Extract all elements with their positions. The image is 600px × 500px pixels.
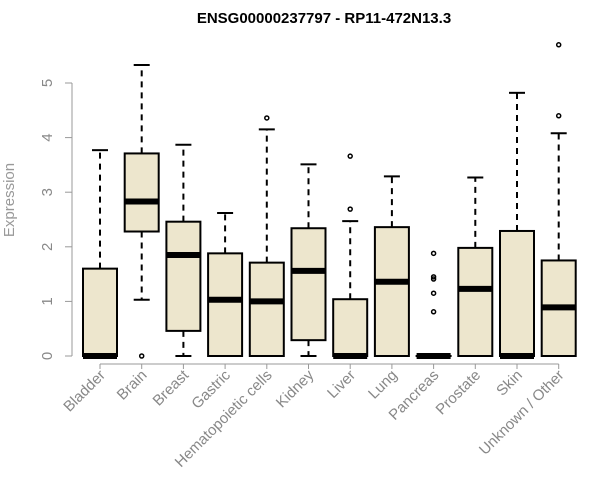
outlier-point (430, 309, 437, 315)
box-pancreas (415, 250, 452, 359)
boxes-layer (82, 42, 577, 359)
iqr-box (207, 252, 244, 358)
iqr-box (290, 227, 327, 342)
box-skin (499, 91, 535, 359)
iqr-box (457, 246, 494, 357)
y-tick-label: 1 (39, 297, 56, 305)
x-tick-label: Bladder (60, 367, 109, 416)
y-tick-label: 5 (39, 79, 56, 87)
y-axis-label: Expression (1, 163, 18, 237)
outlier-point (347, 153, 353, 159)
outlier-point (138, 353, 145, 359)
box-gastric (207, 211, 244, 358)
box-kidney (290, 163, 327, 357)
outlier-point (347, 206, 353, 212)
y-tick-label: 2 (39, 243, 56, 251)
box-brain (123, 63, 160, 359)
chart-title: ENSG00000237797 - RP11-472N13.3 (197, 10, 451, 27)
outlier-point (264, 115, 270, 121)
y-axis: 0 1 2 3 4 5 (39, 79, 73, 360)
iqr-box (332, 298, 369, 358)
outlier-point (430, 274, 437, 280)
iqr-box (499, 229, 535, 357)
outlier-point (555, 42, 562, 48)
outlier-point (555, 113, 562, 119)
x-tick-label: Brain (114, 367, 151, 404)
x-tick-label: Breast (150, 366, 193, 409)
y-tick-label: 4 (39, 133, 56, 141)
iqr-box (248, 261, 285, 357)
iqr-box (82, 267, 118, 358)
y-tick-label: 0 (39, 352, 56, 360)
box-hematopoietic-cells (248, 115, 285, 357)
box-bladder (82, 149, 118, 359)
iqr-box (165, 220, 202, 332)
box-lung (373, 175, 410, 357)
iqr-box (123, 152, 160, 233)
iqr-box (373, 226, 410, 357)
x-tick-label: Skin (493, 367, 526, 400)
x-tick-label: Kidney (273, 366, 318, 411)
x-tick-label: Lung (365, 367, 401, 403)
outlier-point (430, 276, 437, 282)
box-prostate (457, 176, 494, 357)
box-breast (165, 143, 202, 357)
x-tick-label: Liver (324, 367, 359, 402)
x-tick-label: Prostate (433, 367, 485, 419)
box-liver (332, 153, 369, 359)
y-tick-label: 3 (39, 188, 56, 196)
outlier-point (430, 250, 437, 257)
box-unknown-other (540, 42, 577, 358)
outlier-point (430, 290, 437, 296)
